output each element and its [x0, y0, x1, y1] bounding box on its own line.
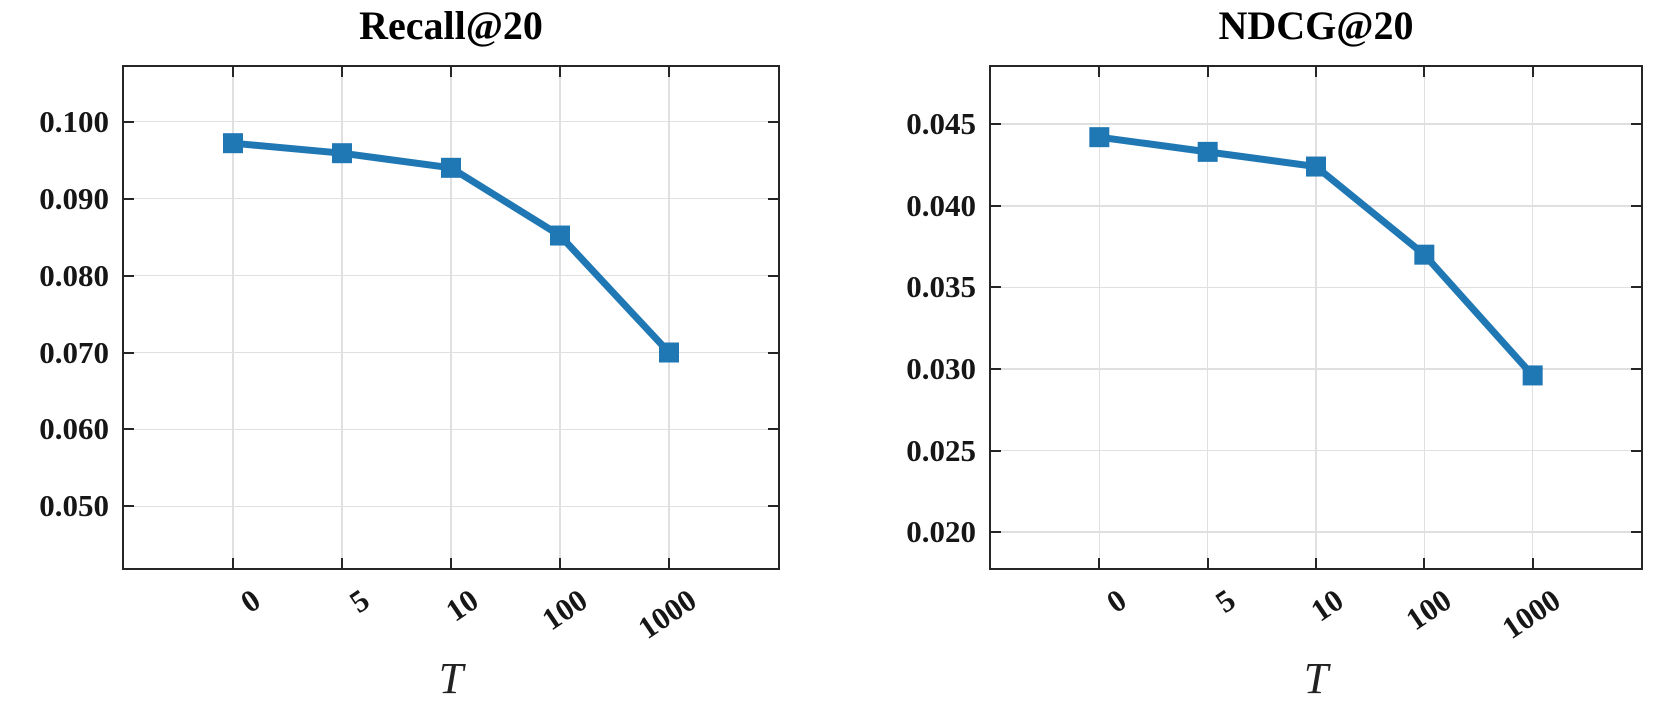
- y-tick-label: 0.030: [906, 350, 976, 386]
- x-tick-label: 5: [343, 582, 376, 620]
- y-tick-label: 0.040: [906, 187, 976, 223]
- y-tick-mark: [768, 351, 778, 354]
- x-axis-label: T: [1303, 654, 1329, 703]
- x-tick-mark: [1098, 67, 1101, 77]
- x-tick-label: 0: [234, 582, 267, 620]
- data-point-marker: [659, 342, 679, 363]
- y-tick-mark: [991, 367, 1001, 370]
- y-tick-mark: [1631, 123, 1641, 126]
- x-tick-mark: [1531, 558, 1534, 568]
- y-tick-mark: [1631, 449, 1641, 452]
- y-tick-label: 0.090: [39, 180, 109, 216]
- x-tick-mark: [559, 67, 561, 77]
- y-tick-mark: [124, 428, 134, 431]
- v-gridline: [232, 65, 234, 570]
- v-gridline: [1423, 65, 1426, 570]
- data-point-marker: [332, 143, 352, 164]
- x-tick-label: 100: [1399, 582, 1458, 638]
- v-gridline: [1315, 65, 1317, 570]
- y-tick-mark: [124, 120, 134, 123]
- data-point-marker: [441, 157, 461, 178]
- y-tick-label: 0.060: [39, 411, 109, 447]
- v-gridline: [559, 65, 561, 570]
- y-tick-mark: [768, 274, 778, 277]
- x-axis-label: T: [438, 654, 464, 703]
- y-tick-mark: [991, 531, 1001, 534]
- data-point-marker: [1306, 156, 1326, 177]
- chart-title: Recall@20: [359, 3, 543, 48]
- x-tick-mark: [1315, 558, 1317, 568]
- x-tick-mark: [559, 558, 561, 568]
- v-gridline: [1206, 65, 1209, 570]
- x-tick-mark: [1423, 558, 1426, 568]
- y-tick-mark: [124, 505, 134, 508]
- y-tick-mark: [768, 505, 778, 508]
- x-tick-mark: [450, 558, 452, 568]
- plot-area: 0.100 0.090 0.080 0.070 0.060 0.050 0 5 10 100 100…: [39, 65, 780, 646]
- x-tick-mark: [668, 67, 670, 77]
- data-point-marker: [550, 225, 570, 246]
- y-tick-mark: [124, 351, 134, 354]
- chart-recall-at-20: Recall@20 0.100 0.090 0.080 0.070 0.060 0.050…: [39, 3, 780, 703]
- x-tick-label: 1000: [631, 582, 703, 646]
- x-tick-mark: [1206, 558, 1209, 568]
- x-tick-label: 100: [535, 582, 594, 638]
- x-tick-mark: [232, 67, 234, 77]
- plot-area: 0.045 0.040 0.035 0.030 0.025 0.020 0 5 10 100 100…: [906, 65, 1643, 646]
- data-series: [223, 133, 679, 363]
- x-tick-mark: [668, 558, 670, 568]
- y-tick-mark: [991, 123, 1001, 126]
- chart-ndcg-at-20: NDCG@20 0.045 0.040 0.035 0.030 0.025 0.020 0 5…: [906, 3, 1643, 703]
- v-gridline: [1098, 65, 1101, 570]
- data-point-marker: [223, 133, 243, 154]
- y-tick-mark: [1631, 367, 1641, 370]
- y-tick-mark: [1631, 204, 1641, 207]
- x-tick-label: 10: [1304, 582, 1350, 629]
- y-tick-mark: [768, 120, 778, 123]
- v-gridline: [1531, 65, 1534, 570]
- x-tick-label: 1000: [1495, 582, 1567, 646]
- x-tick-mark: [341, 67, 343, 77]
- y-tick-mark: [124, 274, 134, 277]
- x-tick-mark: [1315, 67, 1317, 77]
- x-tick-mark: [1423, 67, 1426, 77]
- y-tick-mark: [991, 286, 1001, 289]
- y-tick-label: 0.035: [906, 269, 976, 305]
- y-tick-label: 0.050: [39, 488, 109, 524]
- y-tick-mark: [1631, 531, 1641, 534]
- x-tick-mark: [450, 67, 452, 77]
- data-point-marker: [1522, 365, 1543, 386]
- y-tick-label: 0.020: [906, 514, 976, 550]
- chart-title: NDCG@20: [1218, 3, 1414, 48]
- x-tick-mark: [1531, 67, 1534, 77]
- v-gridline: [450, 65, 452, 570]
- data-point-marker: [1414, 244, 1435, 265]
- data-series: [1089, 127, 1543, 386]
- y-tick-label: 0.045: [906, 106, 976, 142]
- y-tick-mark: [768, 197, 778, 200]
- y-tick-label: 0.025: [906, 432, 976, 468]
- y-tick-label: 0.080: [39, 257, 109, 293]
- x-tick-label: 10: [439, 582, 485, 629]
- y-tick-label: 0.070: [39, 334, 109, 370]
- data-point-marker: [1089, 127, 1110, 148]
- x-tick-mark: [341, 558, 343, 568]
- v-gridline: [668, 65, 670, 570]
- y-tick-label: 0.100: [39, 103, 109, 139]
- x-tick-mark: [1206, 67, 1209, 77]
- y-tick-mark: [991, 449, 1001, 452]
- v-gridline: [341, 65, 343, 570]
- y-tick-mark: [768, 428, 778, 431]
- x-tick-label: 0: [1100, 582, 1133, 620]
- data-point-marker: [1197, 141, 1218, 162]
- y-tick-mark: [991, 204, 1001, 207]
- x-tick-mark: [232, 558, 234, 568]
- x-tick-label: 5: [1208, 582, 1242, 620]
- x-tick-mark: [1098, 558, 1101, 568]
- y-tick-mark: [124, 197, 134, 200]
- y-tick-mark: [1631, 286, 1641, 289]
